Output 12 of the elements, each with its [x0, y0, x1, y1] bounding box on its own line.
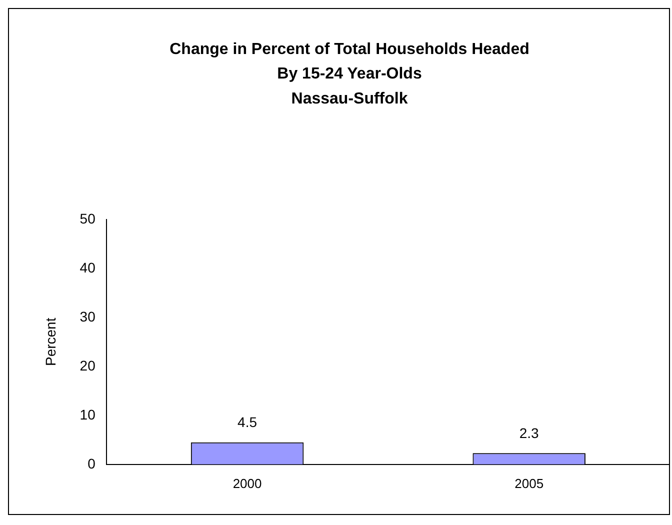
chart-title: Change in Percent of Total Households Headed By 15-24 Year-Olds Nassau-Suffolk — [170, 40, 530, 108]
x-tick-label: 2005 — [514, 476, 544, 491]
y-tick-label: 0 — [88, 455, 96, 472]
data-label: 2.3 — [519, 424, 540, 441]
y-tick-label: 50 — [80, 210, 96, 226]
y-tick-label: 20 — [80, 357, 96, 374]
data-label: 4.5 — [238, 414, 258, 430]
y-tick-label: 10 — [80, 406, 96, 422]
y-axis-title: Percent — [42, 318, 58, 366]
y-tick-label: 30 — [80, 308, 96, 324]
y-tick-label: 40 — [80, 259, 96, 276]
x-tick-label: 2000 — [232, 476, 262, 491]
